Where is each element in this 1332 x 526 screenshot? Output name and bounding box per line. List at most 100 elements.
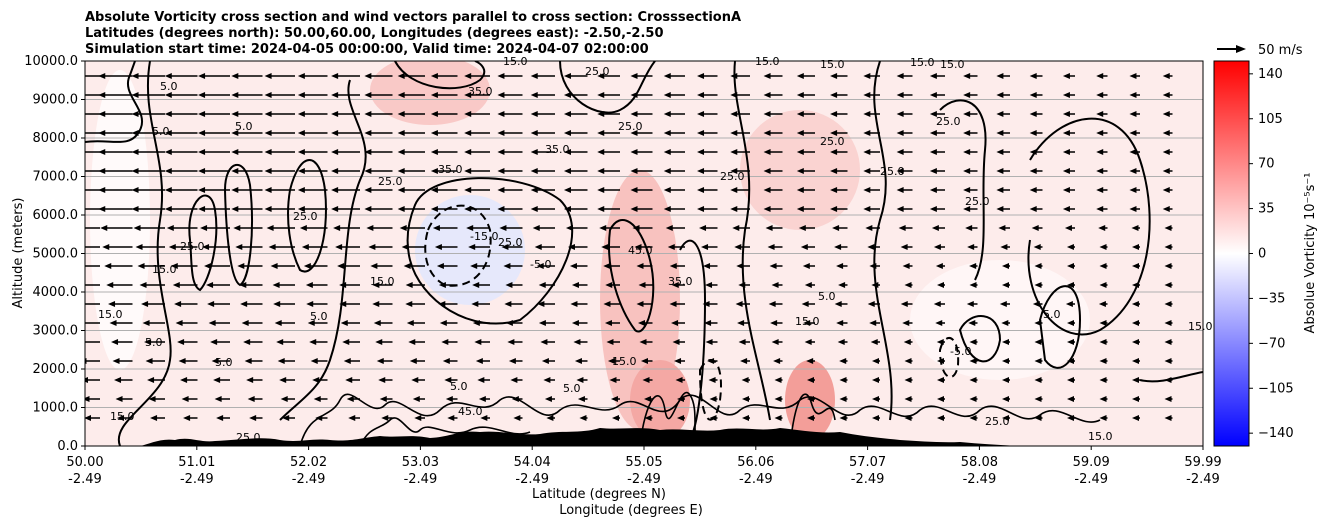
contour-lines (85, 61, 1203, 446)
wind-vector-head (798, 225, 806, 231)
wind-vector-head (472, 320, 480, 326)
quiver-key: 50 m/s (1217, 43, 1303, 58)
wind-vector-head (804, 339, 812, 345)
x-tick-lon: -2.49 (404, 472, 438, 487)
wind-vector-head (929, 187, 937, 193)
wind-vector-head (397, 168, 405, 174)
y-grid (85, 99, 1203, 408)
wind-vector-head (372, 301, 380, 307)
contour-line (1139, 371, 1203, 383)
x-axis-label-2: Longitude (degrees E) (559, 503, 703, 518)
wind-vector-head (67, 225, 74, 231)
wind-vector-head (677, 396, 684, 402)
wind-vector-head (965, 225, 973, 231)
x-tick-lon: -2.49 (627, 472, 661, 487)
wind-vector-head (863, 130, 871, 136)
wind-vector-head (1132, 396, 1139, 402)
wind-vector-head (85, 396, 90, 402)
wind-vector-head (734, 244, 742, 250)
wind-vector-head (896, 149, 904, 155)
wind-vector-head (896, 92, 904, 98)
wind-vector-head (65, 73, 72, 79)
colorbar-tick-label: 105 (1258, 112, 1283, 127)
wind-vector-head (264, 130, 272, 136)
wind-vector-head (231, 187, 239, 193)
wind-vector-head (375, 339, 383, 345)
wind-vector-head (411, 377, 419, 383)
x-tick-lon: -2.49 (739, 472, 773, 487)
wind-vector-head (705, 282, 713, 288)
wind-vector-head (442, 358, 450, 364)
wind-vector-head (164, 168, 172, 174)
wind-vector-head (98, 92, 106, 98)
contour-label: 15.0 (110, 410, 135, 423)
contour-line (406, 177, 574, 325)
wind-vector-head (871, 282, 879, 288)
wind-vector-head (297, 73, 305, 79)
wind-vector-head (929, 149, 937, 155)
wind-vector-head (540, 339, 548, 345)
wind-vector-head (1162, 111, 1170, 117)
contour-label: 25.0 (293, 210, 318, 223)
wind-vector-head (1034, 339, 1042, 345)
wind-vector-head (366, 225, 374, 231)
wind-vector-head (900, 244, 908, 250)
wind-vector-head (364, 168, 372, 174)
wind-vector-head (769, 263, 777, 269)
wind-vector-head (180, 377, 188, 383)
wind-vector-head (697, 130, 705, 136)
wind-vector-head (405, 282, 413, 288)
wind-vector-head (142, 320, 150, 326)
wind-vector-head (264, 92, 272, 98)
wind-vector-head (237, 263, 245, 269)
wind-vectors (65, 73, 1173, 421)
wind-vector-head (738, 339, 746, 345)
wind-vector-head (937, 282, 944, 288)
wind-vector-head (111, 339, 119, 345)
wind-vector-head (405, 301, 413, 307)
wind-vector-head (1002, 415, 1009, 421)
wind-vector-head (346, 396, 354, 402)
wind-vector-head (771, 282, 779, 288)
wind-vector-head (131, 168, 139, 174)
wind-vector-head (231, 111, 239, 117)
contour-label: 45.0 (628, 244, 653, 257)
wind-vector-head (65, 111, 72, 117)
wind-vector-head (834, 244, 842, 250)
contour-label: -5.0 (950, 345, 971, 358)
wind-vector-head (497, 187, 505, 193)
contour-line (188, 194, 218, 292)
wind-vector-head (65, 187, 72, 193)
wind-vector-head (1129, 168, 1137, 174)
x-tick-lon: -2.49 (963, 472, 997, 487)
wind-vector-head (1132, 377, 1139, 383)
wind-vector-head (830, 168, 838, 174)
contour-label: 25.0 (936, 115, 961, 128)
contour-label: 25.0 (720, 170, 745, 183)
wind-vector-head (231, 168, 239, 174)
wind-vector-head (1129, 92, 1137, 98)
wind-vector-head (937, 377, 944, 383)
wind-vector-head (331, 206, 339, 212)
contour-label: 25.0 (880, 165, 905, 178)
wind-vector-head (830, 187, 838, 193)
title-line-1: Absolute Vorticity cross section and win… (85, 10, 741, 25)
wind-vector-head (376, 358, 384, 364)
wind-vector-head (736, 263, 744, 269)
wind-vector-head (896, 111, 904, 117)
wind-vector-head (1096, 73, 1104, 79)
wind-vector-head (741, 377, 749, 383)
wind-vector-head (903, 339, 911, 345)
wind-vector-head (996, 130, 1004, 136)
wind-vector-head (768, 301, 776, 307)
wind-vector-head (1099, 377, 1107, 383)
wind-vector-head (1164, 263, 1172, 269)
wind-vector-head (638, 320, 645, 326)
colorbar-tick-label: −105 (1258, 381, 1294, 396)
wind-vector-head (247, 396, 255, 402)
wind-vector-head (102, 244, 110, 250)
wind-vector-head (567, 244, 575, 250)
wind-vector-head (630, 168, 638, 174)
wind-vector-head (231, 149, 239, 155)
wind-vector-head (464, 187, 472, 193)
